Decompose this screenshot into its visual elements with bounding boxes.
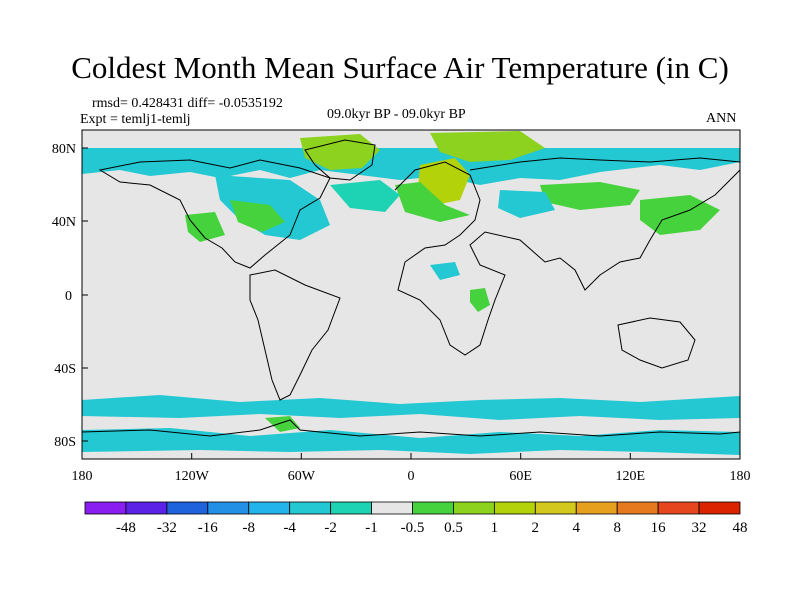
east-asia-field	[640, 195, 720, 235]
colorbar-box	[657, 501, 700, 515]
colorbar-box	[166, 501, 209, 515]
colorbar-label: -4	[283, 520, 296, 536]
colorbar-label: -0.5	[401, 520, 425, 536]
colorbar-box	[493, 501, 536, 515]
colorbar-box	[534, 501, 577, 515]
north-atlantic-field	[330, 180, 400, 212]
north-america-field	[215, 175, 330, 240]
coastlines	[82, 139, 740, 437]
colorbar-label: 0.5	[444, 520, 463, 536]
map-title: Coldest Month Mean Surface Air Temperatu…	[71, 50, 729, 85]
lat-label-80s: 80S	[54, 435, 76, 450]
season-text: ANN	[706, 111, 737, 126]
coast-asia-north	[469, 157, 740, 171]
colorbar-box	[698, 501, 741, 515]
southern-ocean-field	[82, 395, 740, 420]
colorbar-box	[248, 501, 291, 515]
pacific-nw-field	[185, 212, 225, 242]
lon-label-60w: 60W	[288, 469, 316, 484]
europe-field	[395, 182, 470, 222]
colorbar-box	[289, 501, 332, 515]
coast-australia	[617, 317, 696, 369]
colorbar: -48 -32 -16 -8 -4 -2 -1 -0.5 0.5 1 2 4 8 16 32 48	[84, 501, 748, 536]
lon-label-0: 0	[408, 469, 415, 484]
lon-label-60e: 60E	[509, 469, 532, 484]
lat-label-40s: 40S	[54, 362, 76, 377]
colorbar-box	[453, 501, 495, 515]
coast-south-america	[249, 269, 341, 401]
experiment-text: Expt = temlj1-temlj	[80, 112, 191, 127]
colorbar-label: 8	[613, 520, 621, 536]
colorbar-box	[412, 501, 454, 515]
arabia-field	[430, 262, 460, 280]
coast-antarctica	[82, 419, 740, 437]
colorbar-box	[330, 501, 372, 515]
arctic-band-field	[82, 148, 740, 185]
lon-label-120e: 120E	[616, 469, 646, 484]
coast-europe-africa	[394, 161, 740, 356]
colorbar-label: -48	[116, 520, 136, 536]
antarctica-field	[82, 428, 740, 455]
lat-label-80n: 80N	[52, 142, 76, 157]
anomaly-fields	[82, 131, 740, 455]
colorbar-box	[84, 501, 127, 515]
colorbar-label: 1	[491, 520, 499, 536]
lon-axis: 180 120W 60W 0 60E 120E 180	[72, 453, 751, 484]
coast-greenland	[304, 139, 376, 181]
colorbar-box	[371, 501, 413, 515]
lat-label-0: 0	[65, 289, 72, 304]
colorbar-label: 16	[651, 520, 667, 536]
antarctic-peninsula-field	[265, 416, 300, 432]
lon-label-180e: 180	[730, 469, 751, 484]
colorbar-label: -1	[365, 520, 378, 536]
period-text: 09.0kyr BP - 09.0kyr BP	[327, 107, 466, 122]
colorbar-label: 4	[573, 520, 581, 536]
lat-label-40n: 40N	[52, 215, 76, 230]
lon-label-120w: 120W	[175, 469, 210, 484]
colorbar-label: -16	[198, 520, 218, 536]
lon-label-180w: 180	[72, 469, 93, 484]
rmsd-text: rmsd= 0.428431 diff= -0.0535192	[92, 96, 283, 111]
colorbar-label: 32	[692, 520, 707, 536]
colorbar-label: 2	[532, 520, 540, 536]
colorbar-box	[616, 501, 659, 515]
siberia-field	[540, 182, 640, 210]
colorbar-label: -32	[157, 520, 177, 536]
arctic-ocean-field	[430, 131, 545, 162]
coast-north-america	[98, 159, 331, 269]
colorbar-box	[575, 501, 618, 515]
colorbar-box	[125, 501, 168, 515]
map-panel: 80N 40N 0 40S 80S 180 120W 60W 0 60E 120…	[52, 129, 751, 484]
canada-green-field	[230, 200, 285, 232]
lat-axis: 80N 40N 0 40S 80S	[52, 142, 88, 450]
colorbar-label: 48	[733, 520, 748, 536]
africa-field	[470, 288, 490, 312]
central-asia-field	[498, 190, 555, 218]
colorbar-label: -8	[243, 520, 256, 536]
colorbar-label: -2	[324, 520, 337, 536]
colorbar-box	[207, 501, 250, 515]
